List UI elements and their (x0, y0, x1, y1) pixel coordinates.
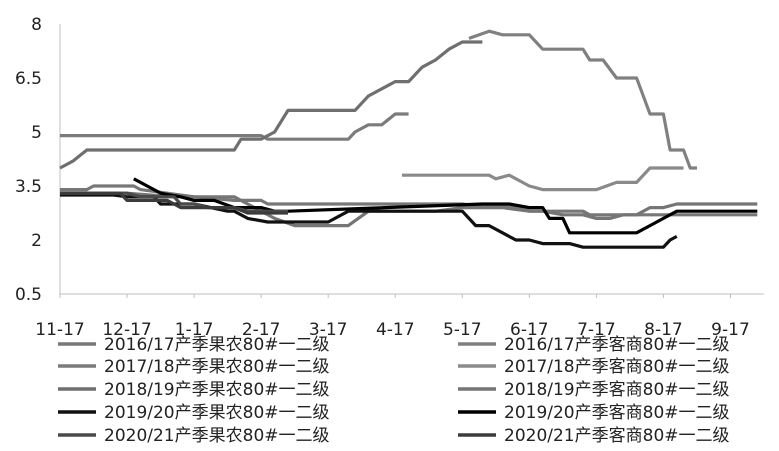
legend-item: 2018/19产季客商80#一二级 (458, 380, 730, 400)
series-line-4 (401, 166, 684, 192)
legend-item: 2019/20产季果农80#一二级 (58, 403, 330, 423)
x-tick-label: 4-17 (376, 320, 415, 340)
y-tick-label: 6.5 (15, 69, 42, 89)
legend-label: 2017/18产季客商80#一二级 (504, 357, 730, 377)
legend-label: 2018/19产季客商80#一二级 (504, 380, 730, 400)
legend-item: 2020/21产季果农80#一二级 (58, 426, 330, 446)
y-tick-label: 5 (31, 123, 42, 143)
x-tick-label: 9-17 (711, 320, 750, 340)
series-line-8 (133, 177, 758, 235)
y-axis: 0.5 2 3.5 5 6.5 8 (15, 15, 61, 305)
x-tick-label: 12-17 (102, 320, 151, 340)
series-line-1 (60, 184, 758, 217)
y-tick-label: 0.5 (15, 285, 42, 305)
legend: 2016/17产季果农80#一二级 2016/17产季客商80#一二级2017/1… (58, 335, 730, 446)
x-tick-label: 2-17 (242, 320, 281, 340)
series-line-3 (60, 112, 409, 141)
legend-item: 2017/18产季果农80#一二级 (58, 357, 330, 377)
x-tick-label: 5-17 (443, 320, 482, 340)
legend-label: 2020/21产季果农80#一二级 (104, 426, 330, 446)
legend-item: 2019/20产季客商80#一二级 (458, 403, 730, 423)
legend-label: 2019/20产季客商80#一二级 (504, 403, 730, 423)
legend-item: 2018/19产季果农80#一二级 (58, 380, 330, 400)
x-tick-label: 8-17 (644, 320, 683, 340)
legend-item: 2016/17产季客商80#一二级 (458, 335, 730, 355)
legend-label: 2016/17产季果农80#一二级 (104, 335, 330, 355)
y-tick-label: 3.5 (15, 177, 42, 197)
legend-label: 2017/18产季果农80#一二级 (104, 357, 330, 377)
x-tick-label: 11-17 (35, 320, 84, 340)
series-line-2 (468, 29, 697, 170)
y-tick-label: 8 (31, 15, 42, 35)
x-axis: 11-17 12-17 1-17 2-17 3-17 4-17 5-17 6-17 7-17 8-… (35, 293, 764, 340)
legend-item: 2016/17产季果农80#一二级 (58, 335, 330, 355)
y-tick-label: 2 (31, 231, 42, 251)
legend-label: 2016/17产季客商80#一二级 (504, 335, 730, 355)
series-line-5 (59, 40, 483, 170)
x-tick-label: 1-17 (175, 320, 214, 340)
legend-label: 2019/20产季果农80#一二级 (104, 403, 330, 423)
series-layer (59, 29, 758, 249)
legend-label: 2020/21产季客商80#一二级 (504, 426, 730, 446)
x-tick-label: 7-17 (577, 320, 616, 340)
x-tick-label: 6-17 (510, 320, 549, 340)
series-line-10 (60, 191, 288, 215)
legend-label: 2018/19产季果农80#一二级 (104, 380, 330, 400)
legend-item: 2017/18产季客商80#一二级 (458, 357, 730, 377)
legend-item: 2020/21产季客商80#一二级 (458, 426, 730, 446)
x-tick-label: 3-17 (309, 320, 348, 340)
series-line-6 (60, 191, 758, 228)
